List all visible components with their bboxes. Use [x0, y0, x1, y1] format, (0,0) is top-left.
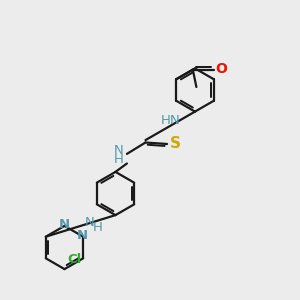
Text: N: N	[77, 229, 88, 242]
Text: H: H	[93, 221, 103, 234]
Text: N: N	[114, 144, 123, 158]
Text: N: N	[59, 218, 70, 231]
Text: S: S	[169, 136, 181, 152]
Text: O: O	[215, 62, 227, 76]
Text: H: H	[114, 153, 123, 167]
Text: Cl: Cl	[68, 253, 82, 266]
Text: N: N	[170, 114, 180, 127]
Text: H: H	[161, 114, 171, 127]
Text: N: N	[85, 216, 94, 230]
